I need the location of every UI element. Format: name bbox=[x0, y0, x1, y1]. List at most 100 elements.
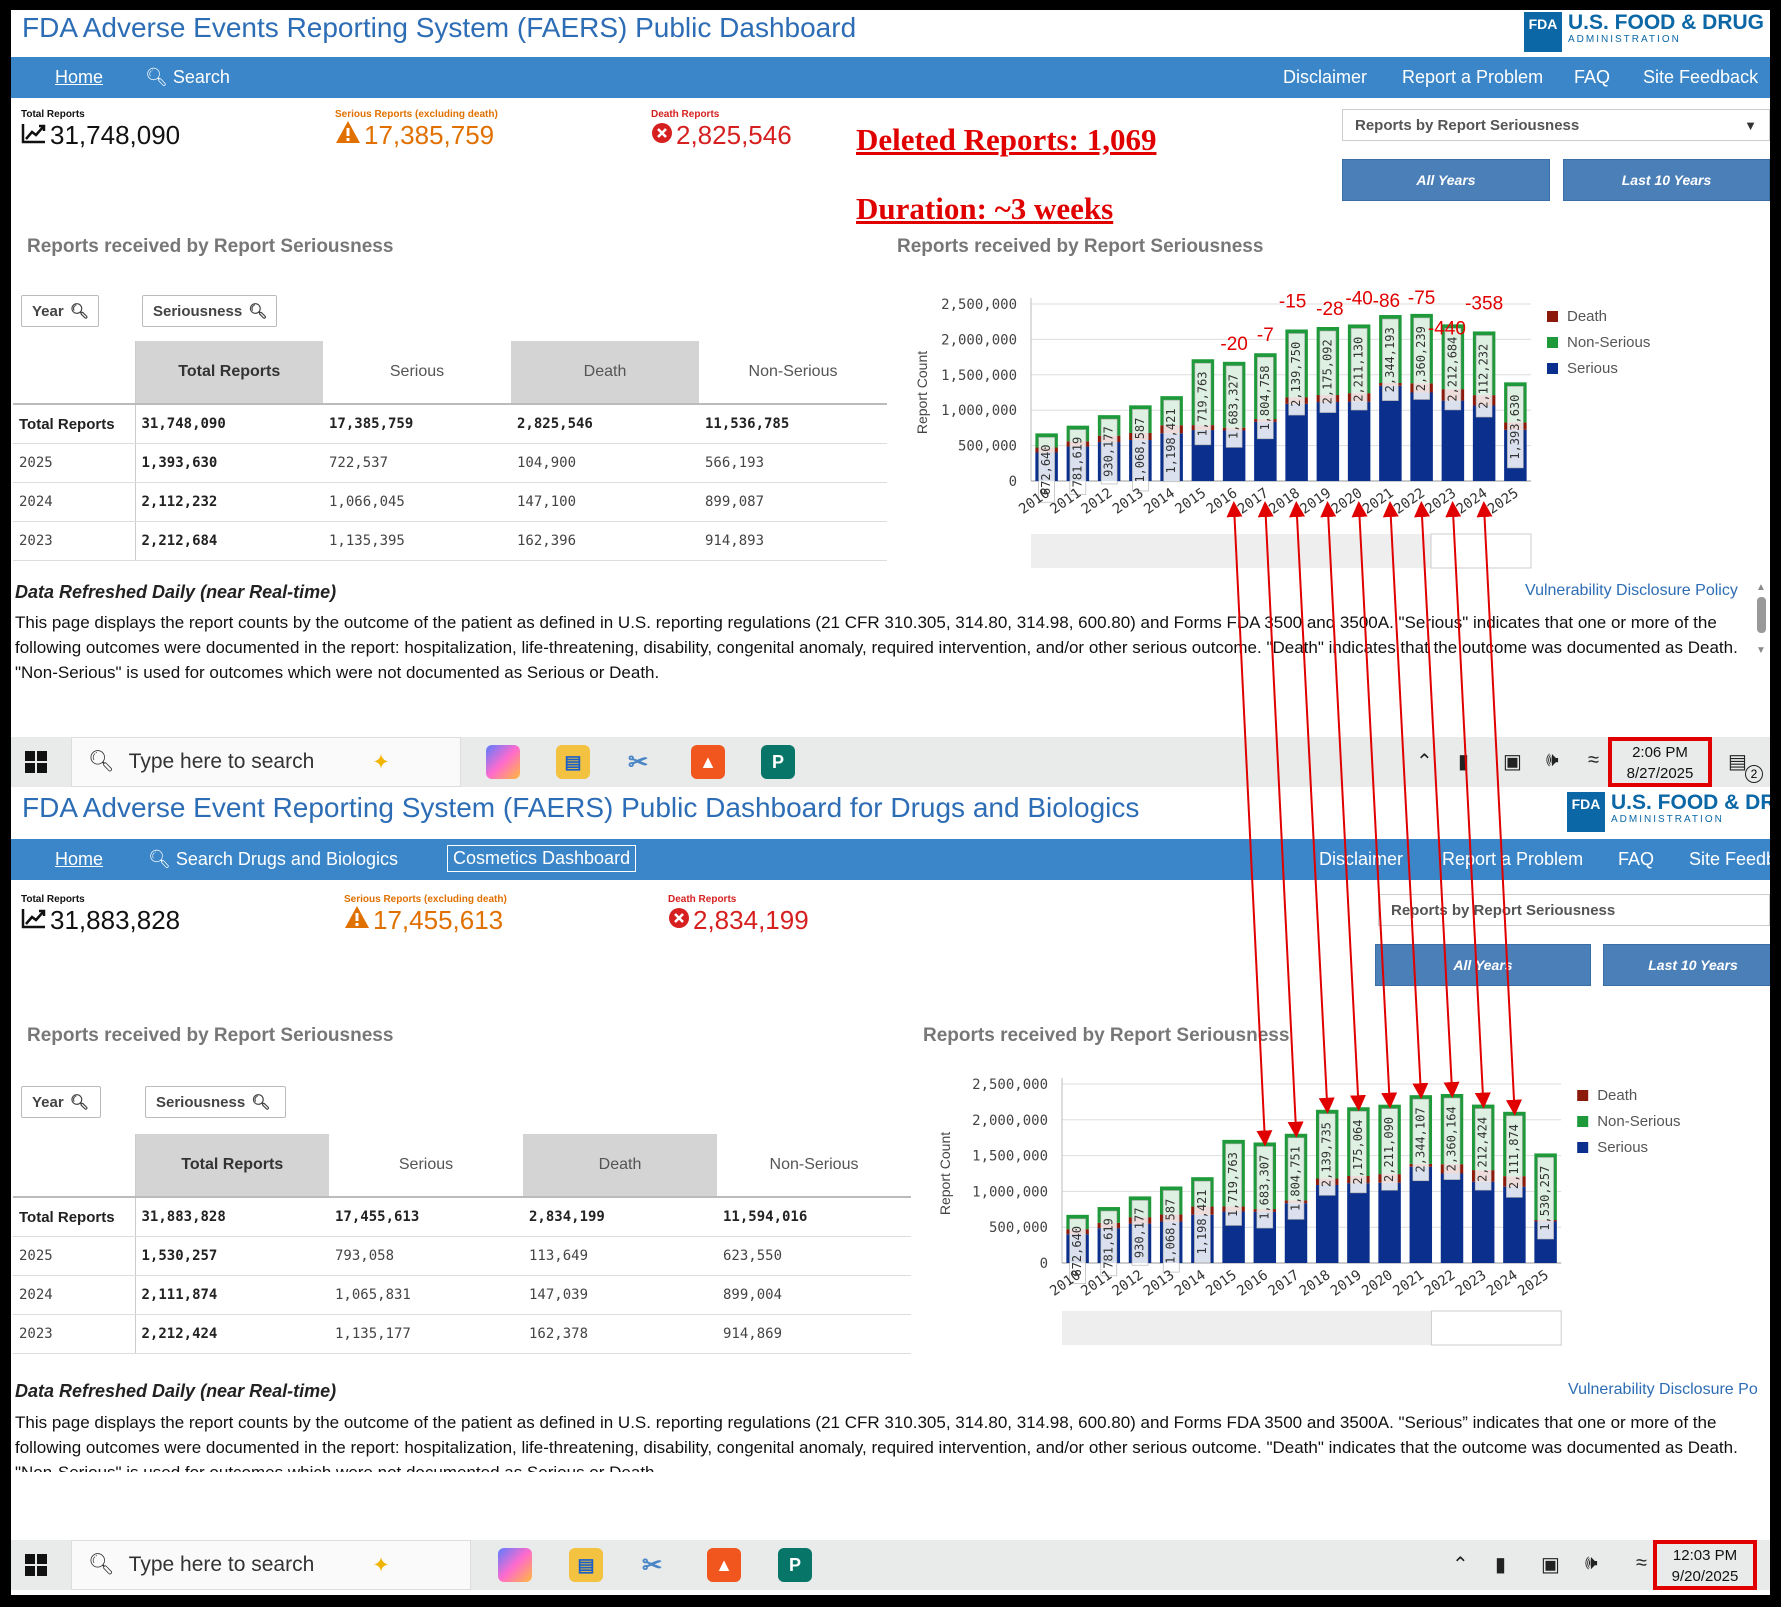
taskbar-search-box[interactable]: 🔍︎ Type here to search ✦ bbox=[71, 737, 461, 787]
notification-icon[interactable]: ▤ bbox=[1728, 751, 1747, 773]
all-years-button[interactable]: All Years bbox=[1342, 159, 1550, 201]
dashboard-screenshot-bottom: FDA Adverse Event Reporting System (FAER… bbox=[11, 787, 1770, 1595]
nav-home-link[interactable]: Home bbox=[55, 849, 104, 869]
year-filter[interactable]: Year 🔍︎ bbox=[21, 1086, 101, 1118]
table-row: 2024 2,111,874 1,065,831 147,039 899,004 bbox=[13, 1275, 911, 1315]
nav-disclaimer-link[interactable]: Disclaimer bbox=[1283, 67, 1368, 87]
nav-home-link[interactable]: Home bbox=[55, 67, 104, 87]
chevron-up-icon[interactable]: ⌃ bbox=[1452, 1554, 1469, 1576]
x-tick-label: 2025 bbox=[1515, 1267, 1552, 1299]
close-circle-icon bbox=[651, 120, 673, 151]
cell: 1,530,257 bbox=[135, 1236, 329, 1276]
file-explorer-icon[interactable]: ▤ bbox=[556, 745, 590, 779]
bar-serious bbox=[1379, 385, 1402, 481]
bar-serious bbox=[1503, 1186, 1526, 1263]
col-header-total[interactable]: Total Reports bbox=[135, 1134, 329, 1198]
meet-now-icon[interactable]: ▣ bbox=[1541, 1554, 1560, 1576]
wifi-icon[interactable]: ≈ bbox=[1636, 1552, 1647, 1574]
total-label-box bbox=[1038, 437, 1055, 503]
cell: 1,065,831 bbox=[329, 1275, 523, 1315]
year-filter[interactable]: Year 🔍︎ bbox=[21, 295, 99, 327]
snipping-tool-icon[interactable]: ✂ bbox=[627, 748, 649, 776]
nav-report-problem-link[interactable]: Report a Problem bbox=[1402, 67, 1544, 87]
windows-start-icon[interactable] bbox=[25, 751, 47, 773]
nav-faq-link[interactable]: FAQ bbox=[1618, 849, 1655, 869]
bar-serious bbox=[1441, 400, 1465, 481]
warning-icon bbox=[344, 905, 370, 936]
kpi-death-value: 2,825,546 bbox=[676, 120, 792, 150]
col-header-death[interactable]: Death bbox=[511, 341, 699, 405]
fda-logo-line2: ADMINISTRATION bbox=[1611, 814, 1724, 825]
copilot-app-icon[interactable] bbox=[498, 1548, 532, 1582]
nav-cosmetics-dashboard-link[interactable]: Cosmetics Dashboard bbox=[447, 845, 637, 872]
annotation-duration: Duration: ~3 weeks bbox=[856, 191, 1114, 226]
y-tick-label: 2,000,000 bbox=[941, 332, 1017, 348]
seriousness-filter[interactable]: Seriousness 🔍︎ bbox=[145, 1086, 286, 1118]
windows-start-icon[interactable] bbox=[25, 1554, 47, 1576]
battery-icon[interactable]: ▮ bbox=[1458, 751, 1470, 773]
last-10-years-button[interactable]: Last 10 Years bbox=[1603, 944, 1770, 986]
brave-browser-icon[interactable]: ▲ bbox=[707, 1548, 741, 1582]
col-header-serious[interactable]: Serious bbox=[323, 341, 511, 405]
chevron-up-icon[interactable]: ⌃ bbox=[1416, 751, 1433, 773]
nav-site-feedback-link[interactable]: Site Feedback bbox=[1643, 67, 1759, 87]
file-explorer-icon[interactable]: ▤ bbox=[569, 1548, 603, 1582]
legend-label: Non-Serious bbox=[1597, 1113, 1680, 1130]
taskbar-clock[interactable]: 12:03 PM 9/20/2025 bbox=[1653, 1540, 1757, 1590]
total-label-box bbox=[1132, 409, 1149, 492]
publisher-app-icon[interactable]: P bbox=[761, 745, 795, 779]
seriousness-filter-label: Seriousness bbox=[156, 1093, 246, 1111]
publisher-app-icon[interactable]: P bbox=[778, 1548, 812, 1582]
vulnerability-disclosure-link[interactable]: Vulnerability Disclosure Po bbox=[1568, 1381, 1758, 1398]
col-header-non-serious[interactable]: Non-Serious bbox=[717, 1134, 911, 1198]
copilot-app-icon[interactable] bbox=[486, 745, 520, 779]
col-header-total[interactable]: Total Reports bbox=[135, 341, 323, 405]
meet-now-icon[interactable]: ▣ bbox=[1503, 751, 1522, 773]
bar-serious bbox=[1315, 1184, 1339, 1263]
wifi-icon[interactable]: ≈ bbox=[1588, 749, 1599, 771]
search-icon: 🔍︎ bbox=[148, 849, 171, 869]
nav-disclaimer-link[interactable]: Disclaimer bbox=[1319, 849, 1404, 869]
seriousness-filter-label: Seriousness bbox=[153, 302, 243, 320]
cell: 162,378 bbox=[523, 1314, 717, 1354]
volume-icon[interactable]: 🕪︎ bbox=[1585, 1552, 1598, 1574]
report-type-dropdown[interactable]: Reports by Report Seriousness bbox=[1378, 894, 1770, 926]
total-label-box bbox=[1131, 1200, 1149, 1266]
total-label: 2,212,424 bbox=[1476, 1117, 1490, 1182]
scroll-down-icon[interactable]: ▼ bbox=[1756, 645, 1766, 656]
total-label-box bbox=[1256, 1146, 1274, 1229]
description-scrollbar[interactable]: ▲ ▼ bbox=[1754, 582, 1768, 682]
nav-search-drugs-link[interactable]: 🔍︎ Search Drugs and Biologics bbox=[148, 849, 398, 870]
nav-report-problem-link[interactable]: Report a Problem bbox=[1442, 849, 1584, 869]
taskbar-clock[interactable]: 2:06 PM 8/27/2025 bbox=[1608, 737, 1712, 787]
taskbar-search-box[interactable]: 🔍︎ Type here to search ✦ bbox=[71, 1540, 471, 1590]
nav-site-feedback-link[interactable]: Site Feedb bbox=[1689, 849, 1770, 869]
scroll-up-icon[interactable]: ▲ bbox=[1756, 582, 1766, 593]
report-type-dropdown[interactable]: Reports by Report Seriousness ▼ bbox=[1342, 109, 1770, 141]
fda-logo[interactable]: FDA U.S. FOOD & DRUG ADMINISTRATION bbox=[1524, 12, 1764, 52]
snipping-tool-icon[interactable]: ✂ bbox=[641, 1551, 663, 1579]
total-label-box bbox=[1475, 335, 1493, 418]
nav-faq-link[interactable]: FAQ bbox=[1574, 67, 1611, 87]
col-header-non-serious[interactable]: Non-Serious bbox=[699, 341, 887, 405]
table-row: 2023 2,212,684 1,135,395 162,396 914,893 bbox=[13, 521, 887, 561]
bar-serious bbox=[1471, 1181, 1495, 1263]
seriousness-filter[interactable]: Seriousness 🔍︎ bbox=[142, 295, 277, 327]
total-label-box bbox=[1100, 418, 1118, 485]
sparkle-icon: ✦ bbox=[372, 1553, 390, 1577]
total-label-box bbox=[1318, 1113, 1336, 1196]
brave-browser-icon[interactable]: ▲ bbox=[691, 745, 725, 779]
cell: 2,825,546 bbox=[511, 404, 699, 444]
cell: 722,537 bbox=[323, 443, 511, 483]
scroll-thumb[interactable] bbox=[1756, 597, 1766, 633]
volume-icon[interactable]: 🕪︎ bbox=[1546, 749, 1559, 771]
last-10-years-button[interactable]: Last 10 Years bbox=[1563, 159, 1770, 201]
vulnerability-disclosure-link[interactable]: Vulnerability Disclosure Policy bbox=[1525, 582, 1738, 599]
all-years-button[interactable]: All Years bbox=[1375, 944, 1591, 986]
nav-search-link[interactable]: 🔍︎ Search bbox=[145, 67, 230, 88]
battery-icon[interactable]: ▮ bbox=[1495, 1554, 1507, 1576]
row-label: Total Reports bbox=[13, 404, 136, 444]
col-header-serious[interactable]: Serious bbox=[329, 1134, 523, 1198]
col-header-death[interactable]: Death bbox=[523, 1134, 717, 1198]
fda-logo[interactable]: FDA U.S. FOOD & DRU ADMINISTRATION bbox=[1567, 792, 1770, 832]
